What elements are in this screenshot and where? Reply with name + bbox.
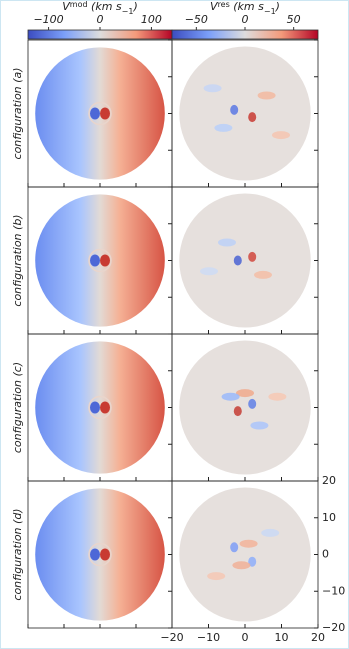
- colorbar: [27, 29, 173, 40]
- label-part: −1: [122, 7, 134, 16]
- colorbar-tick-label: 100: [141, 13, 162, 26]
- x-tick-label: −20: [160, 631, 183, 644]
- core-ring: [88, 542, 112, 567]
- y-tick-label: −10: [322, 584, 345, 597]
- colorbar-tick-label: 50: [287, 13, 301, 26]
- residual-feature: [230, 542, 239, 553]
- core-ring: [88, 395, 112, 420]
- core-red: [100, 548, 110, 561]
- label-part: mod: [70, 0, 88, 9]
- core-ring: [88, 248, 112, 273]
- colorbar: [171, 29, 319, 40]
- x-tick-label: 0: [242, 631, 249, 644]
- residual-feature: [248, 398, 257, 409]
- label-part: V: [210, 0, 219, 13]
- residual-feature: [254, 270, 272, 279]
- residual-feature: [268, 392, 287, 401]
- residual-map: [179, 340, 311, 475]
- core-blue: [90, 107, 100, 120]
- residual-feature: [239, 539, 258, 548]
- residual-feature: [200, 267, 218, 276]
- row-label: configuration (a): [11, 68, 24, 160]
- core-blue: [90, 548, 100, 561]
- colorbar-tick-label: 0: [242, 13, 249, 26]
- y-tick-label: 0: [322, 548, 329, 561]
- colorbar-tick-label: −50: [185, 13, 208, 26]
- residual-feature: [261, 528, 280, 537]
- residual-feature: [250, 421, 269, 430]
- y-tick-label: −20: [322, 621, 345, 634]
- x-tick-label: 20: [311, 631, 325, 644]
- residual-feature: [236, 389, 254, 398]
- residual-map: [179, 46, 311, 181]
- residual-feature: [218, 238, 236, 247]
- label-part: (km s: [230, 0, 264, 13]
- core-blue: [90, 401, 100, 414]
- residual-feature: [221, 392, 240, 401]
- residual-feature: [248, 112, 257, 123]
- residual-feature: [207, 572, 226, 581]
- residual-feature: [257, 91, 276, 100]
- core-red: [100, 254, 110, 267]
- label-part: ): [275, 0, 280, 13]
- colorbar-label: Vres (km s−1): [210, 0, 280, 16]
- residual-feature: [233, 255, 242, 266]
- y-tick-label: 10: [322, 511, 336, 524]
- residual-map: [179, 487, 311, 622]
- residual-feature: [230, 104, 239, 115]
- core-ring: [88, 101, 112, 126]
- x-tick-label: −10: [197, 631, 220, 644]
- residual-feature: [203, 84, 222, 93]
- core-blue: [90, 254, 100, 267]
- colorbar-tick-label: 0: [97, 13, 104, 26]
- residual-feature: [272, 131, 290, 140]
- core-red: [100, 107, 110, 120]
- colorbar-tick-label: −100: [33, 13, 63, 26]
- residual-feature: [248, 251, 257, 262]
- label-part: res: [218, 0, 230, 9]
- row-label: configuration (c): [11, 362, 24, 453]
- label-part: V: [62, 0, 71, 13]
- label-part: (km s: [88, 0, 122, 13]
- residual-feature: [232, 561, 251, 570]
- residual-feature: [248, 556, 257, 567]
- residual-feature: [233, 406, 242, 417]
- core-red: [100, 401, 110, 414]
- row-label: configuration (d): [11, 508, 24, 600]
- colorbar-label: Vmod (km s−1): [62, 0, 138, 16]
- x-tick-label: 10: [275, 631, 289, 644]
- label-part: ): [132, 0, 137, 13]
- y-tick-label: 20: [322, 474, 336, 487]
- label-part: −1: [264, 7, 276, 16]
- residual-feature: [214, 123, 233, 132]
- row-label: configuration (b): [11, 214, 24, 306]
- residual-map: [179, 193, 311, 328]
